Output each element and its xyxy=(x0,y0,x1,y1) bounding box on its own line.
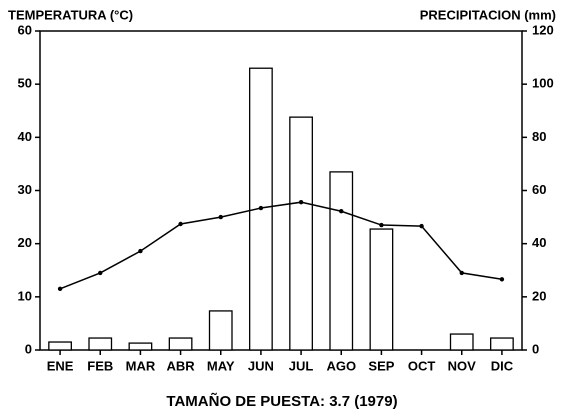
x-tick-label: OCT xyxy=(408,358,436,373)
y-tick-label: 60 xyxy=(18,22,32,37)
point xyxy=(98,270,103,276)
y2-tick-label: 60 xyxy=(532,182,546,197)
x-tick-label: NOV xyxy=(448,358,477,373)
point xyxy=(379,222,384,228)
y2-tick-label: 120 xyxy=(532,22,554,37)
caption: TAMAÑO DE PUESTA: 3.7 (1979) xyxy=(166,392,397,410)
y-tick-label: 40 xyxy=(18,129,32,144)
point xyxy=(298,199,304,205)
bar xyxy=(128,342,153,351)
y2-tick-label: 0 xyxy=(532,341,539,356)
y-axis-title: TEMPERATURA (°C) xyxy=(8,7,133,22)
point xyxy=(258,205,264,211)
point xyxy=(419,223,424,229)
bar xyxy=(168,337,193,351)
y-tick-label: 20 xyxy=(18,235,32,250)
bar xyxy=(48,341,72,351)
y2-tick-label: 40 xyxy=(532,235,546,250)
x-tick-label: ENE xyxy=(47,358,74,373)
bar xyxy=(88,337,113,351)
x-tick-label: FEB xyxy=(87,358,113,373)
point xyxy=(339,209,344,214)
y-tick-label: 50 xyxy=(18,76,32,91)
y-tick-label: 10 xyxy=(18,288,32,303)
point xyxy=(138,248,143,254)
line xyxy=(59,201,503,290)
x-tick-label: SEP xyxy=(368,358,394,373)
point xyxy=(459,270,464,276)
y2-tick-label: 100 xyxy=(532,76,554,91)
bar xyxy=(329,171,354,351)
y2-tick-label: 80 xyxy=(532,129,546,144)
bar xyxy=(369,228,394,351)
y2-tick-label: 20 xyxy=(532,288,546,303)
y-tick-label: 0 xyxy=(25,341,32,356)
bar xyxy=(289,116,313,351)
x-tick-label: MAR xyxy=(126,358,156,373)
bar xyxy=(449,333,474,351)
x-tick-label: MAY xyxy=(207,358,235,373)
point xyxy=(499,277,505,282)
plot-frame xyxy=(39,30,523,351)
bar xyxy=(208,310,233,351)
point xyxy=(178,221,183,227)
x-tick-label: AGO xyxy=(326,358,356,373)
x-tick-label: DIC xyxy=(491,358,514,373)
bar xyxy=(490,337,514,351)
point xyxy=(218,214,223,220)
y-tick-label: 30 xyxy=(18,182,32,197)
point xyxy=(57,286,63,292)
x-tick-label: ABR xyxy=(166,358,195,373)
x-tick-label: JUL xyxy=(289,358,314,373)
x-tick-label: JUN xyxy=(248,358,274,373)
y2-axis-title: PRECIPITACION (mm) xyxy=(420,7,556,22)
